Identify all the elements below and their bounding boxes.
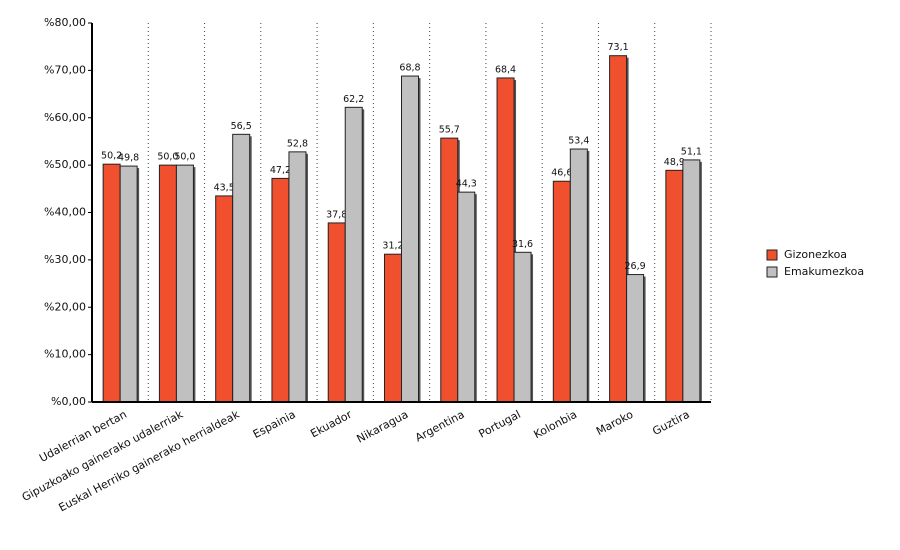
x-tick-label: Ekuador <box>308 408 354 441</box>
value-label: 68,8 <box>399 63 420 74</box>
bar <box>288 151 307 403</box>
bar <box>232 133 251 403</box>
value-label: 50,0 <box>174 152 195 163</box>
y-tick-label: %50,00 <box>44 158 86 171</box>
x-tick-label: Guztira <box>650 408 691 438</box>
value-label: 68,4 <box>495 64 516 75</box>
value-label: 56,5 <box>231 121 252 132</box>
bar <box>401 75 419 403</box>
y-tick-label: %20,00 <box>44 300 86 313</box>
y-tick-label: %0,00 <box>51 395 86 408</box>
bar <box>215 195 234 403</box>
bar <box>626 274 645 403</box>
bar <box>682 159 701 403</box>
value-label: 48,9 <box>664 157 685 168</box>
bar <box>271 177 290 403</box>
bar <box>119 165 138 403</box>
value-label: 44,3 <box>456 179 477 190</box>
bar <box>344 106 363 403</box>
legend-label: Emakumezkoa <box>784 265 864 278</box>
x-tick-label: Portugal <box>477 408 523 441</box>
bar <box>552 180 571 403</box>
value-label: 55,7 <box>439 125 460 136</box>
value-label: 50,2 <box>101 151 122 162</box>
legend-label: Gizonezkoa <box>784 248 847 261</box>
x-tick-label: Espainia <box>251 408 298 441</box>
x-tick-label: Nikaragua <box>355 408 411 446</box>
legend-swatch <box>766 249 778 261</box>
bar <box>457 191 476 403</box>
bar <box>158 164 177 403</box>
y-tick-label: %70,00 <box>44 63 86 76</box>
value-label: 47,2 <box>270 165 291 176</box>
bar <box>609 55 628 403</box>
value-label: 52,8 <box>287 138 308 149</box>
value-label: 31,2 <box>382 241 403 252</box>
value-label: 51,1 <box>681 146 702 157</box>
value-label: 43,5 <box>214 182 235 193</box>
bar <box>327 222 346 403</box>
value-label: 49,8 <box>118 153 139 164</box>
value-label: 37,8 <box>326 209 347 220</box>
legend-swatch <box>766 266 778 278</box>
y-tick-label: %60,00 <box>44 111 86 124</box>
y-tick-label: %10,00 <box>44 348 86 361</box>
value-label: 62,2 <box>343 94 364 105</box>
y-tick-label: %40,00 <box>44 206 86 219</box>
bar <box>102 163 121 403</box>
bar <box>175 164 194 403</box>
bar <box>384 253 402 403</box>
bar <box>665 169 684 403</box>
value-label: 26,9 <box>625 261 646 272</box>
x-tick-label: Maroko <box>594 408 636 438</box>
bar <box>513 251 532 403</box>
y-tick-label: %30,00 <box>44 253 86 266</box>
value-label: 53,4 <box>568 136 589 147</box>
bar <box>569 148 588 403</box>
x-tick-label: Argentina <box>413 408 466 445</box>
value-label: 31,6 <box>512 239 533 250</box>
y-tick-label: %80,00 <box>44 16 86 29</box>
value-label: 50,0 <box>157 152 178 163</box>
value-label: 46,6 <box>551 168 572 179</box>
x-tick-label: Kolonbia <box>532 408 580 442</box>
value-label: 73,1 <box>608 42 629 53</box>
